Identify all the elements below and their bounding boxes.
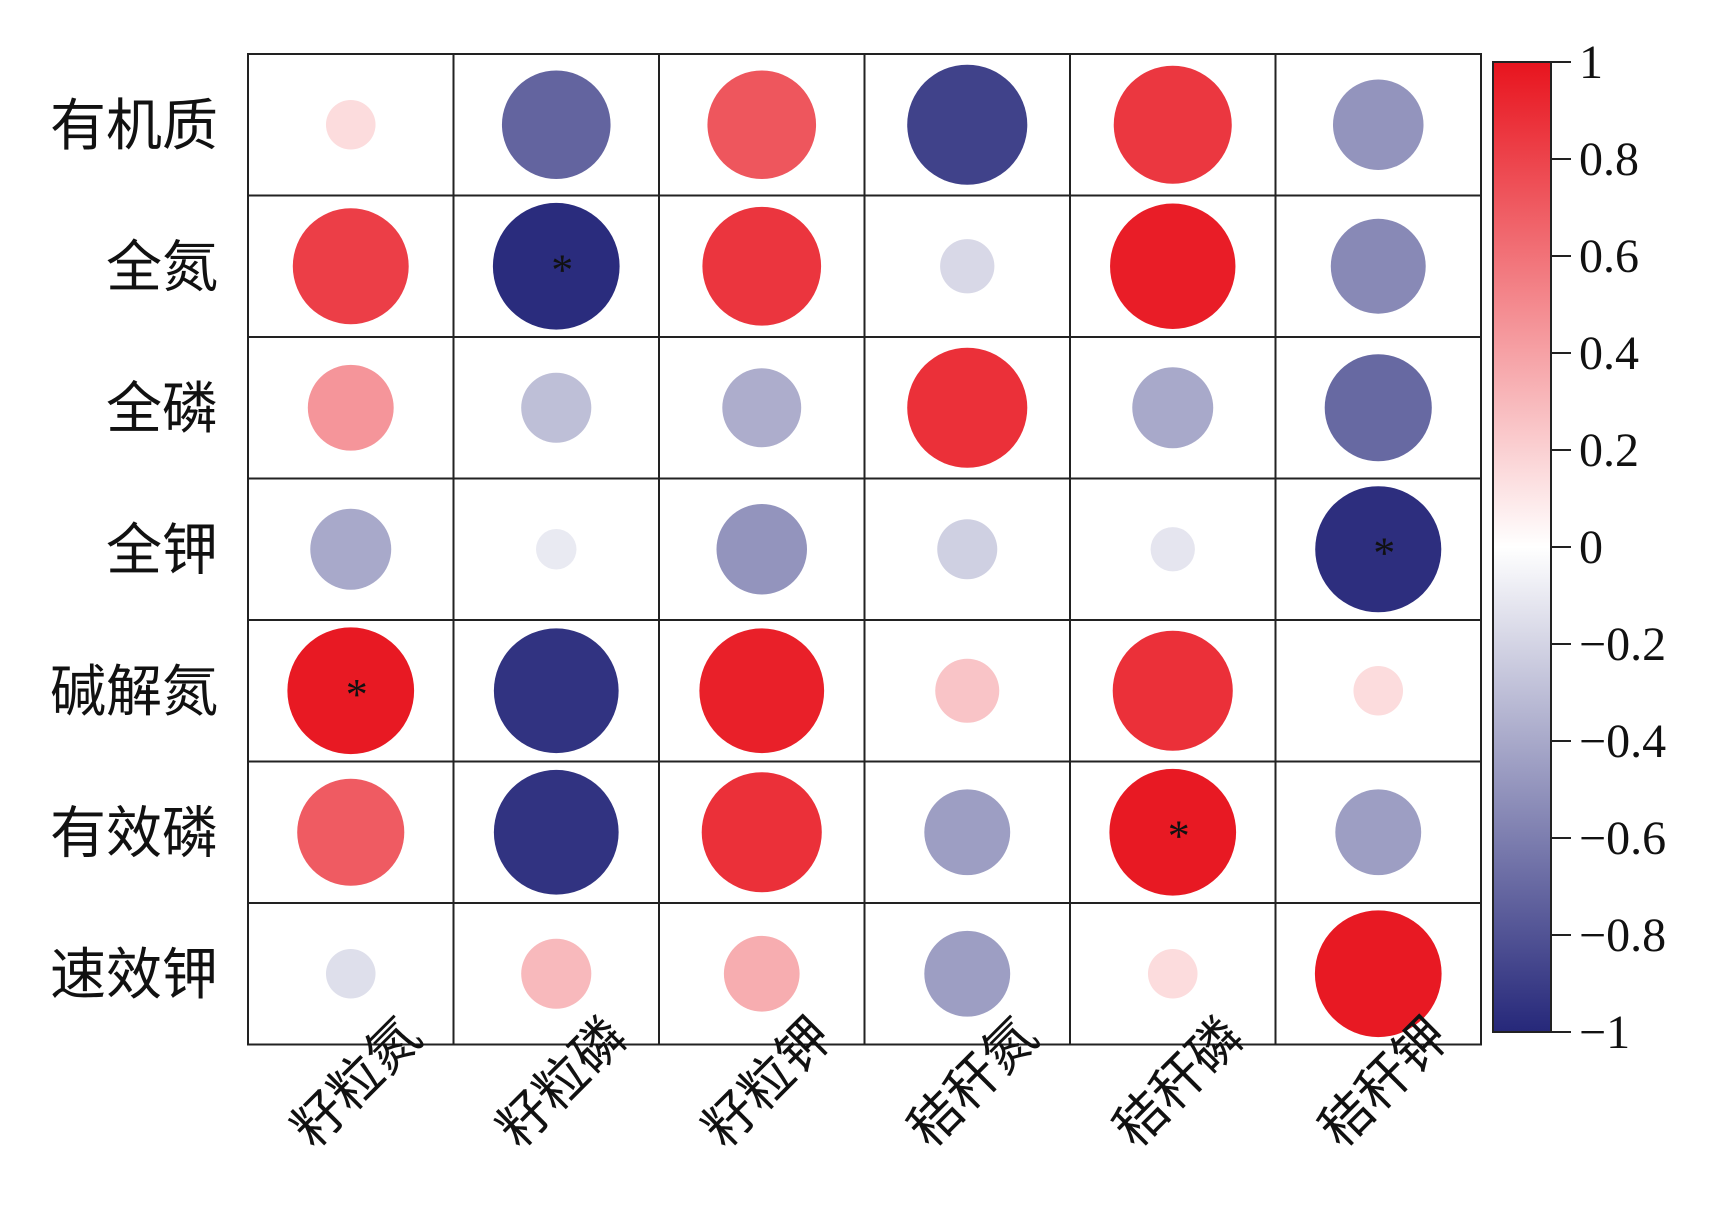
correlation-circle [1315,486,1442,613]
column-label: 秸秆氮 [897,1007,1050,1160]
colorbar-tick-label: −0.8 [1579,909,1666,962]
correlation-circle [292,208,409,325]
correlation-circle [907,64,1028,185]
colorbar-tick-label: 0.2 [1579,424,1639,477]
correlation-circle [1330,218,1426,314]
correlation-circle [501,70,611,180]
correlation-circle [1332,79,1424,171]
cell-grid: * * * * [247,53,1482,1046]
correlation-circle [1113,65,1232,184]
correlation-circle [307,364,394,451]
significance-marker: * [1168,811,1190,860]
correlation-circle [907,347,1028,468]
correlation-circle [924,789,1011,876]
column-label: 秸秆磷 [1102,1007,1255,1160]
correlation-circle [722,368,802,448]
correlation-circle [1112,630,1233,751]
correlation-circle [1353,665,1404,716]
correlation-circle [701,772,822,893]
colorbar-tick-label: −0.2 [1579,618,1666,671]
correlation-circle [536,529,577,570]
colorbar-gradient [1492,61,1552,1033]
column-labels: 籽粒氮 籽粒磷 籽粒钾 秸秆氮 秸秆磷 秸秆钾 [280,1007,1460,1160]
column-label: 籽粒磷 [486,1007,639,1160]
correlation-circle [297,778,405,886]
row-label: 全磷 [106,377,218,442]
correlation-circle [723,935,800,1012]
correlation-circle [325,99,376,150]
colorbar-tick-label: 0.6 [1579,230,1639,283]
correlation-circle [493,628,619,754]
row-label: 碱解氮 [50,660,218,725]
correlation-circle [521,372,592,443]
correlation-circle [1324,354,1432,462]
row-label: 有效磷 [50,801,218,866]
correlation-circle [1147,948,1198,999]
row-label: 全氮 [106,235,218,300]
correlation-circle [493,769,619,895]
row-label: 速效钾 [50,943,218,1008]
correlation-circle [1132,367,1214,449]
correlation-circle [699,628,825,754]
significance-marker: * [1373,528,1395,577]
correlation-circle [1109,768,1237,896]
correlation-circle [310,508,392,590]
column-label: 籽粒钾 [691,1007,844,1160]
row-label: 有机质 [50,94,218,159]
column-label: 籽粒氮 [280,1007,433,1160]
significance-marker: * [551,245,573,294]
colorbar: 1 0.8 0.6 0.4 0.2 0 −0.2 −0.4 −0.6 −0.8 −1 [1492,36,1666,1059]
correlation-circle [707,70,817,180]
correlation-circle [1110,203,1236,329]
correlation-circle [287,627,415,755]
correlation-circle [521,938,592,1009]
colorbar-tick-label: 1 [1579,36,1603,89]
correlation-circle [1314,910,1442,1038]
correlation-circle [924,930,1011,1017]
cell-6-5 [1274,902,1482,1046]
correlation-circle [1150,527,1195,572]
colorbar-tick-label: −0.4 [1579,715,1666,768]
row-label: 全钾 [106,518,218,583]
colorbar-tick-label: 0.8 [1579,133,1639,186]
correlation-circle [702,206,822,326]
correlation-circle [940,239,995,294]
colorbar-tick-label: −1 [1579,1006,1630,1059]
correlation-circle [325,948,376,999]
correlation-circle [1335,789,1422,876]
correlation-circle [937,519,998,580]
correlation-circle [935,658,1000,723]
correlation-circle [492,202,620,330]
colorbar-tick-label: 0 [1579,521,1603,574]
colorbar-tick-label: −0.6 [1579,812,1666,865]
significance-marker: * [346,670,368,719]
colorbar-tick-label: 0.4 [1579,327,1639,380]
correlation-circle [716,503,808,595]
